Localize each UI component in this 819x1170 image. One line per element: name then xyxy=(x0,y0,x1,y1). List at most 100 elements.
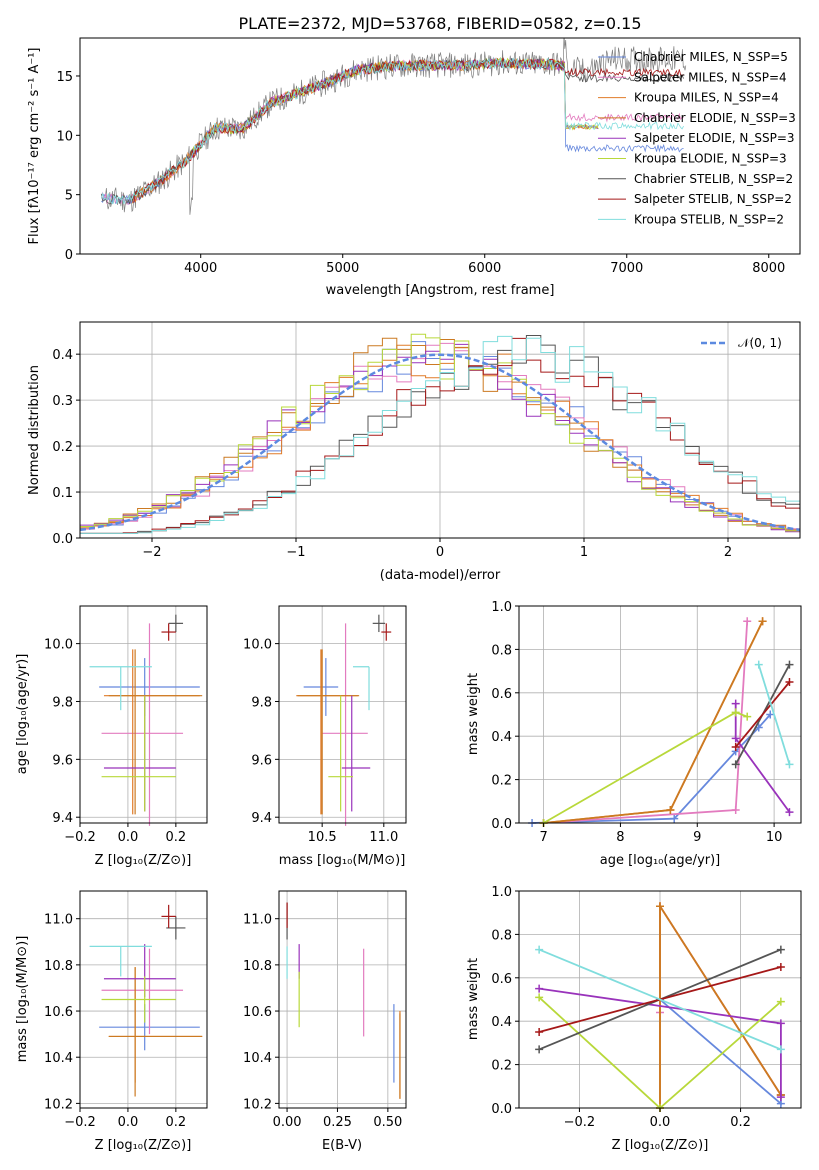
chabrier-elodie-weight-point xyxy=(758,617,767,626)
x-tick-label: −0.2 xyxy=(564,1115,596,1130)
x-tick-label: 0 xyxy=(436,545,444,560)
mass-ebv-x-label: E(B-V) xyxy=(322,1138,362,1153)
chabrier-elodie-weight-line xyxy=(543,620,764,824)
salpeter-stelib-weight-point xyxy=(535,1028,544,1037)
chabrier-elodie-weight-point xyxy=(656,902,664,911)
kroupa-elodie-residual-histogram xyxy=(80,333,800,532)
age-z-y-label: age [log₁₀(age/yr)] xyxy=(15,654,30,775)
x-tick-label: 0.0 xyxy=(650,1115,671,1130)
weight-age-y-label: mass weight xyxy=(466,673,481,755)
weight-vs-metallicity-panel: −0.2 0.0 0.2 0.0 0.2 0.4 0.6 0.8 1.0 Z [log₁₀(Z/… xyxy=(466,885,802,1153)
y-tick-label: 0.0 xyxy=(52,532,73,547)
y-tick-label: 0.8 xyxy=(491,928,512,943)
x-tick-label: 2 xyxy=(724,545,732,560)
y-tick-label: 5 xyxy=(65,189,73,204)
salpeter-stelib-model-spectrum xyxy=(132,57,684,203)
x-tick-label: 8000 xyxy=(752,261,785,276)
kroupa-stelib-weight-point xyxy=(754,660,763,669)
mass-z-y-label: mass [log₁₀(M/M⊙)] xyxy=(15,936,30,1063)
y-tick-label: 10.8 xyxy=(243,959,272,974)
normal-legend-label: 𝒩(0, 1) xyxy=(738,336,782,350)
x-tick-label: 10.5 xyxy=(308,830,337,845)
weight-z-y-label: mass weight xyxy=(466,958,481,1040)
mass-vs-metallicity-panel: −0.2 0.0 0.2 10.2 10.4 10.6 10.8 11.0 Z [log₁₀(… xyxy=(15,890,208,1153)
y-tick-label: 9.6 xyxy=(52,753,73,768)
chabrier-stelib-model-spectrum xyxy=(100,57,684,205)
y-tick-label: 10.4 xyxy=(243,1051,272,1066)
weight-z-x-label: Z [log₁₀(Z/Z⊙)] xyxy=(612,1138,709,1153)
histogram-y-label: Normed distribution xyxy=(27,365,42,495)
spectrum-x-label: wavelength [Angstrom, rest frame] xyxy=(326,283,555,298)
chabrier-miles-legend-label: Chabrier MILES, N_SSP=5 xyxy=(634,50,788,64)
x-tick-label: −0.2 xyxy=(64,1115,96,1130)
salpeter-stelib-weight-point xyxy=(731,743,740,752)
chabrier-miles-weight-line xyxy=(532,713,771,824)
y-tick-label: 9.4 xyxy=(251,811,272,826)
x-tick-label: 0.2 xyxy=(730,1115,751,1130)
salpeter-miles-weight-point xyxy=(743,617,752,626)
y-tick-label: 10.6 xyxy=(243,1005,272,1020)
histogram-x-label: (data-model)/error xyxy=(380,568,501,583)
y-tick-label: 9.6 xyxy=(251,753,272,768)
x-tick-label: −1 xyxy=(286,545,305,560)
kroupa-elodie-weight-point xyxy=(776,997,785,1006)
x-tick-label: 0.0 xyxy=(118,1115,139,1130)
y-tick-label: 0.2 xyxy=(52,440,73,455)
x-tick-label: 0.25 xyxy=(323,1115,352,1130)
x-tick-label: 10 xyxy=(766,830,783,845)
weight-vs-age-panel: 7 8 9 10 0.0 0.2 0.4 0.6 0.8 1.0 age [log₁₀(age/y… xyxy=(466,600,802,868)
y-tick-label: 1.0 xyxy=(491,600,512,615)
normal-distribution-curve xyxy=(80,353,800,532)
salpeter-elodie-legend-label: Salpeter ELODIE, N_SSP=3 xyxy=(634,131,795,145)
histogram-legend: 𝒩(0, 1) xyxy=(701,336,782,350)
kroupa-stelib-weight-line xyxy=(757,664,791,765)
y-tick-label: 15 xyxy=(56,70,73,85)
chabrier-stelib-legend-label: Chabrier STELIB, N_SSP=2 xyxy=(634,172,793,186)
mass-z-x-label: Z [log₁₀(Z/Z⊙)] xyxy=(95,1138,192,1153)
y-tick-label: 0.6 xyxy=(491,972,512,987)
salpeter-miles-legend-label: Salpeter MILES, N_SSP=4 xyxy=(634,70,787,84)
kroupa-miles-legend-label: Kroupa MILES, N_SSP=4 xyxy=(634,91,779,105)
kroupa-stelib-weight-point xyxy=(535,945,544,954)
kroupa-elodie-weight-point xyxy=(535,993,544,1002)
kroupa-stelib-weight-line xyxy=(538,948,782,1051)
salpeter-elodie-weight-point xyxy=(731,734,740,743)
chabrier-miles-weight-point xyxy=(766,710,775,719)
salpeter-elodie-model-spectrum xyxy=(188,58,599,159)
y-tick-label: 11.0 xyxy=(44,913,73,928)
x-tick-label: 0.00 xyxy=(273,1115,302,1130)
salpeter-stelib-weight-line xyxy=(735,681,791,748)
chabrier-stelib-weight-point xyxy=(776,945,785,954)
salpeter-elodie-weight-point xyxy=(535,984,544,993)
chabrier-stelib-weight-point xyxy=(535,1045,544,1054)
y-tick-label: 0.4 xyxy=(491,730,512,745)
salpeter-miles-weight-line xyxy=(543,621,749,824)
y-tick-label: 0.6 xyxy=(491,687,512,702)
kroupa-stelib-weight-point xyxy=(785,760,794,769)
salpeter-stelib-weight-point xyxy=(785,677,794,686)
x-tick-label: −2 xyxy=(142,545,161,560)
y-tick-label: 1.0 xyxy=(491,885,512,900)
spectrum-legend: Chabrier MILES, N_SSP=5 Salpeter MILES, N… xyxy=(598,50,796,226)
salpeter-elodie-weight-point xyxy=(776,1093,785,1102)
chabrier-elodie-weight-point xyxy=(666,805,675,814)
chabrier-miles-weight-point xyxy=(670,814,679,823)
chabrier-elodie-model-spectrum xyxy=(132,57,599,204)
y-tick-label: 10.2 xyxy=(243,1097,272,1112)
salpeter-elodie-weight-point xyxy=(731,699,740,708)
y-tick-label: 10.0 xyxy=(44,638,73,653)
x-tick-label: 6000 xyxy=(468,261,501,276)
y-tick-label: 0.0 xyxy=(491,817,512,832)
salpeter-stelib-weight-point xyxy=(776,962,785,971)
y-tick-label: 9.4 xyxy=(52,811,73,826)
residual-histogram-panel: 𝒩(0, 1) −2 −1 0 1 2 0.0 0.1 0.2 0.3 0.4 (data-mod… xyxy=(27,321,801,583)
y-tick-label: 11.0 xyxy=(243,913,272,928)
y-tick-label: 0.2 xyxy=(491,1059,512,1074)
y-tick-label: 10.0 xyxy=(243,638,272,653)
x-tick-label: 0.0 xyxy=(118,830,139,845)
spectrum-y-label: Flux [fλ10⁻¹⁷ erg cm⁻² s⁻¹ A⁻¹] xyxy=(27,48,42,245)
kroupa-elodie-model-spectrum xyxy=(189,57,599,158)
x-tick-label: 7000 xyxy=(610,261,643,276)
x-tick-label: 7 xyxy=(539,830,547,845)
